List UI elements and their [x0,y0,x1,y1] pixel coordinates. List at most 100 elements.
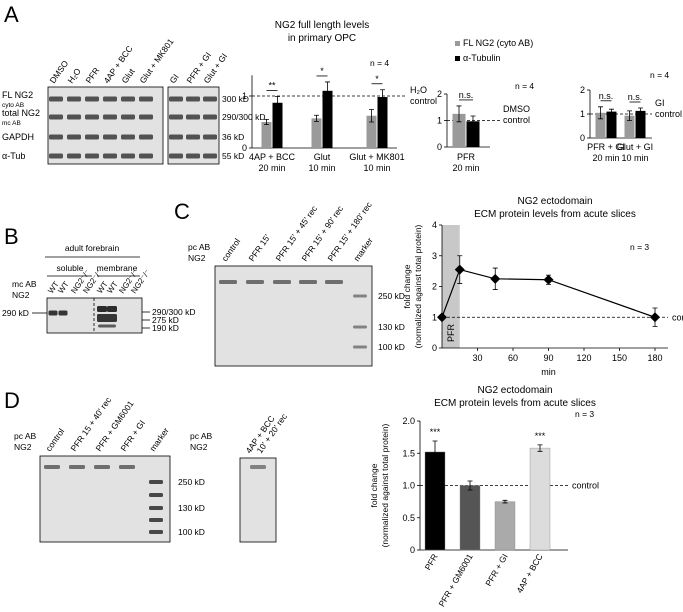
band [186,134,200,140]
n-label: n = 4 [515,81,534,91]
group-label: soluble [57,263,84,273]
error-bar [432,440,438,464]
bar [377,97,388,148]
band [186,114,200,120]
chart-title: NG2 ectodomain [517,196,592,207]
x-tick-label: 180 [647,353,662,363]
significance: n.s. [599,91,614,101]
band [107,306,117,312]
y-tick-label: 4 [432,220,437,230]
error-bar [638,107,643,115]
n-label: n = 3 [630,242,649,252]
size-label: 36 kD [222,132,244,142]
band [67,153,81,159]
shaded-label: PFR [446,323,456,342]
error-bar [627,110,632,121]
band [325,280,343,284]
lane-label: WT [105,280,120,295]
error-bar [456,105,462,123]
band [49,153,63,159]
marker [490,273,501,284]
error-bar [275,96,280,110]
significance: *** [535,431,546,441]
legend-label: α-Tubulin [463,53,500,63]
bar [311,118,322,148]
bar [322,90,333,148]
size-label: 250 kD [378,291,405,301]
band [139,114,153,120]
band [103,134,117,140]
band [97,306,107,312]
band [203,153,217,159]
antibody-label: mc AB [12,279,37,289]
x-tick-label: 20 min [452,163,479,173]
antibody-label: NG2 [188,253,206,263]
error-bar [369,109,374,123]
chart-title: in primary OPC [288,33,356,44]
antibody-label: NG2 [190,442,208,452]
band [103,96,117,102]
significance: *** [430,427,441,437]
x-tick-label: 10 min [363,163,390,173]
size-label: 300 kD [222,94,249,104]
band [139,96,153,102]
band [353,345,367,349]
y-axis-label: fold change [369,463,379,507]
reference-label: H₂O [410,85,427,95]
band [85,96,99,102]
y-tick-label: 1 [580,109,585,119]
band [203,114,217,120]
antibody-label: NG2 [14,442,32,452]
error-bar [314,114,319,122]
bar [459,485,481,551]
y-tick-label: 1 [437,116,442,126]
bar [452,113,466,147]
y-tick-label: 0 [410,545,415,555]
blot [39,455,171,543]
band [49,114,63,120]
group-label: membrane [97,263,138,273]
band [85,153,99,159]
error-bar [470,115,476,127]
significance: n.s. [459,90,474,100]
bar [529,447,551,551]
x-tick-label: PFR + GI [483,552,509,588]
blot [214,265,373,367]
y-axis-label: fold change [402,264,412,308]
lane-label: marker [351,236,374,264]
band [203,96,217,102]
marker [437,312,447,323]
size-label: 250 kD [178,477,205,487]
bar [261,122,272,148]
band [44,465,60,469]
band [169,153,183,159]
row-sublabel: mc AB [2,120,21,127]
band [299,280,317,284]
error-bar [537,444,543,452]
size-label: 130 kD [178,503,205,513]
band [219,280,237,284]
panel-label: B [4,224,19,249]
band [203,134,217,140]
x-tick-label: Glut + MK801 [349,152,404,162]
legend-swatch [455,56,460,61]
error-bar [264,119,269,125]
antibody-label: pc AB [14,431,37,441]
panel-label: C [174,199,190,224]
row-sublabel: cyto AB [2,102,24,109]
blot-header: adult forebrain [65,243,120,253]
band [149,506,163,510]
antibody-label: NG2 [12,290,30,300]
bar [424,451,446,551]
significance: * [320,66,324,76]
lane-label: PFR + GI [118,418,147,453]
reference-label: control [572,481,599,491]
x-tick-label: 20 min [592,153,619,163]
reference-label: control [672,312,683,322]
significance: n.s. [628,92,643,102]
error-bar [325,81,330,101]
band [67,134,81,140]
reference-label: control [655,109,682,119]
error-bar [467,480,473,491]
reference-label: DMSO [503,104,530,114]
